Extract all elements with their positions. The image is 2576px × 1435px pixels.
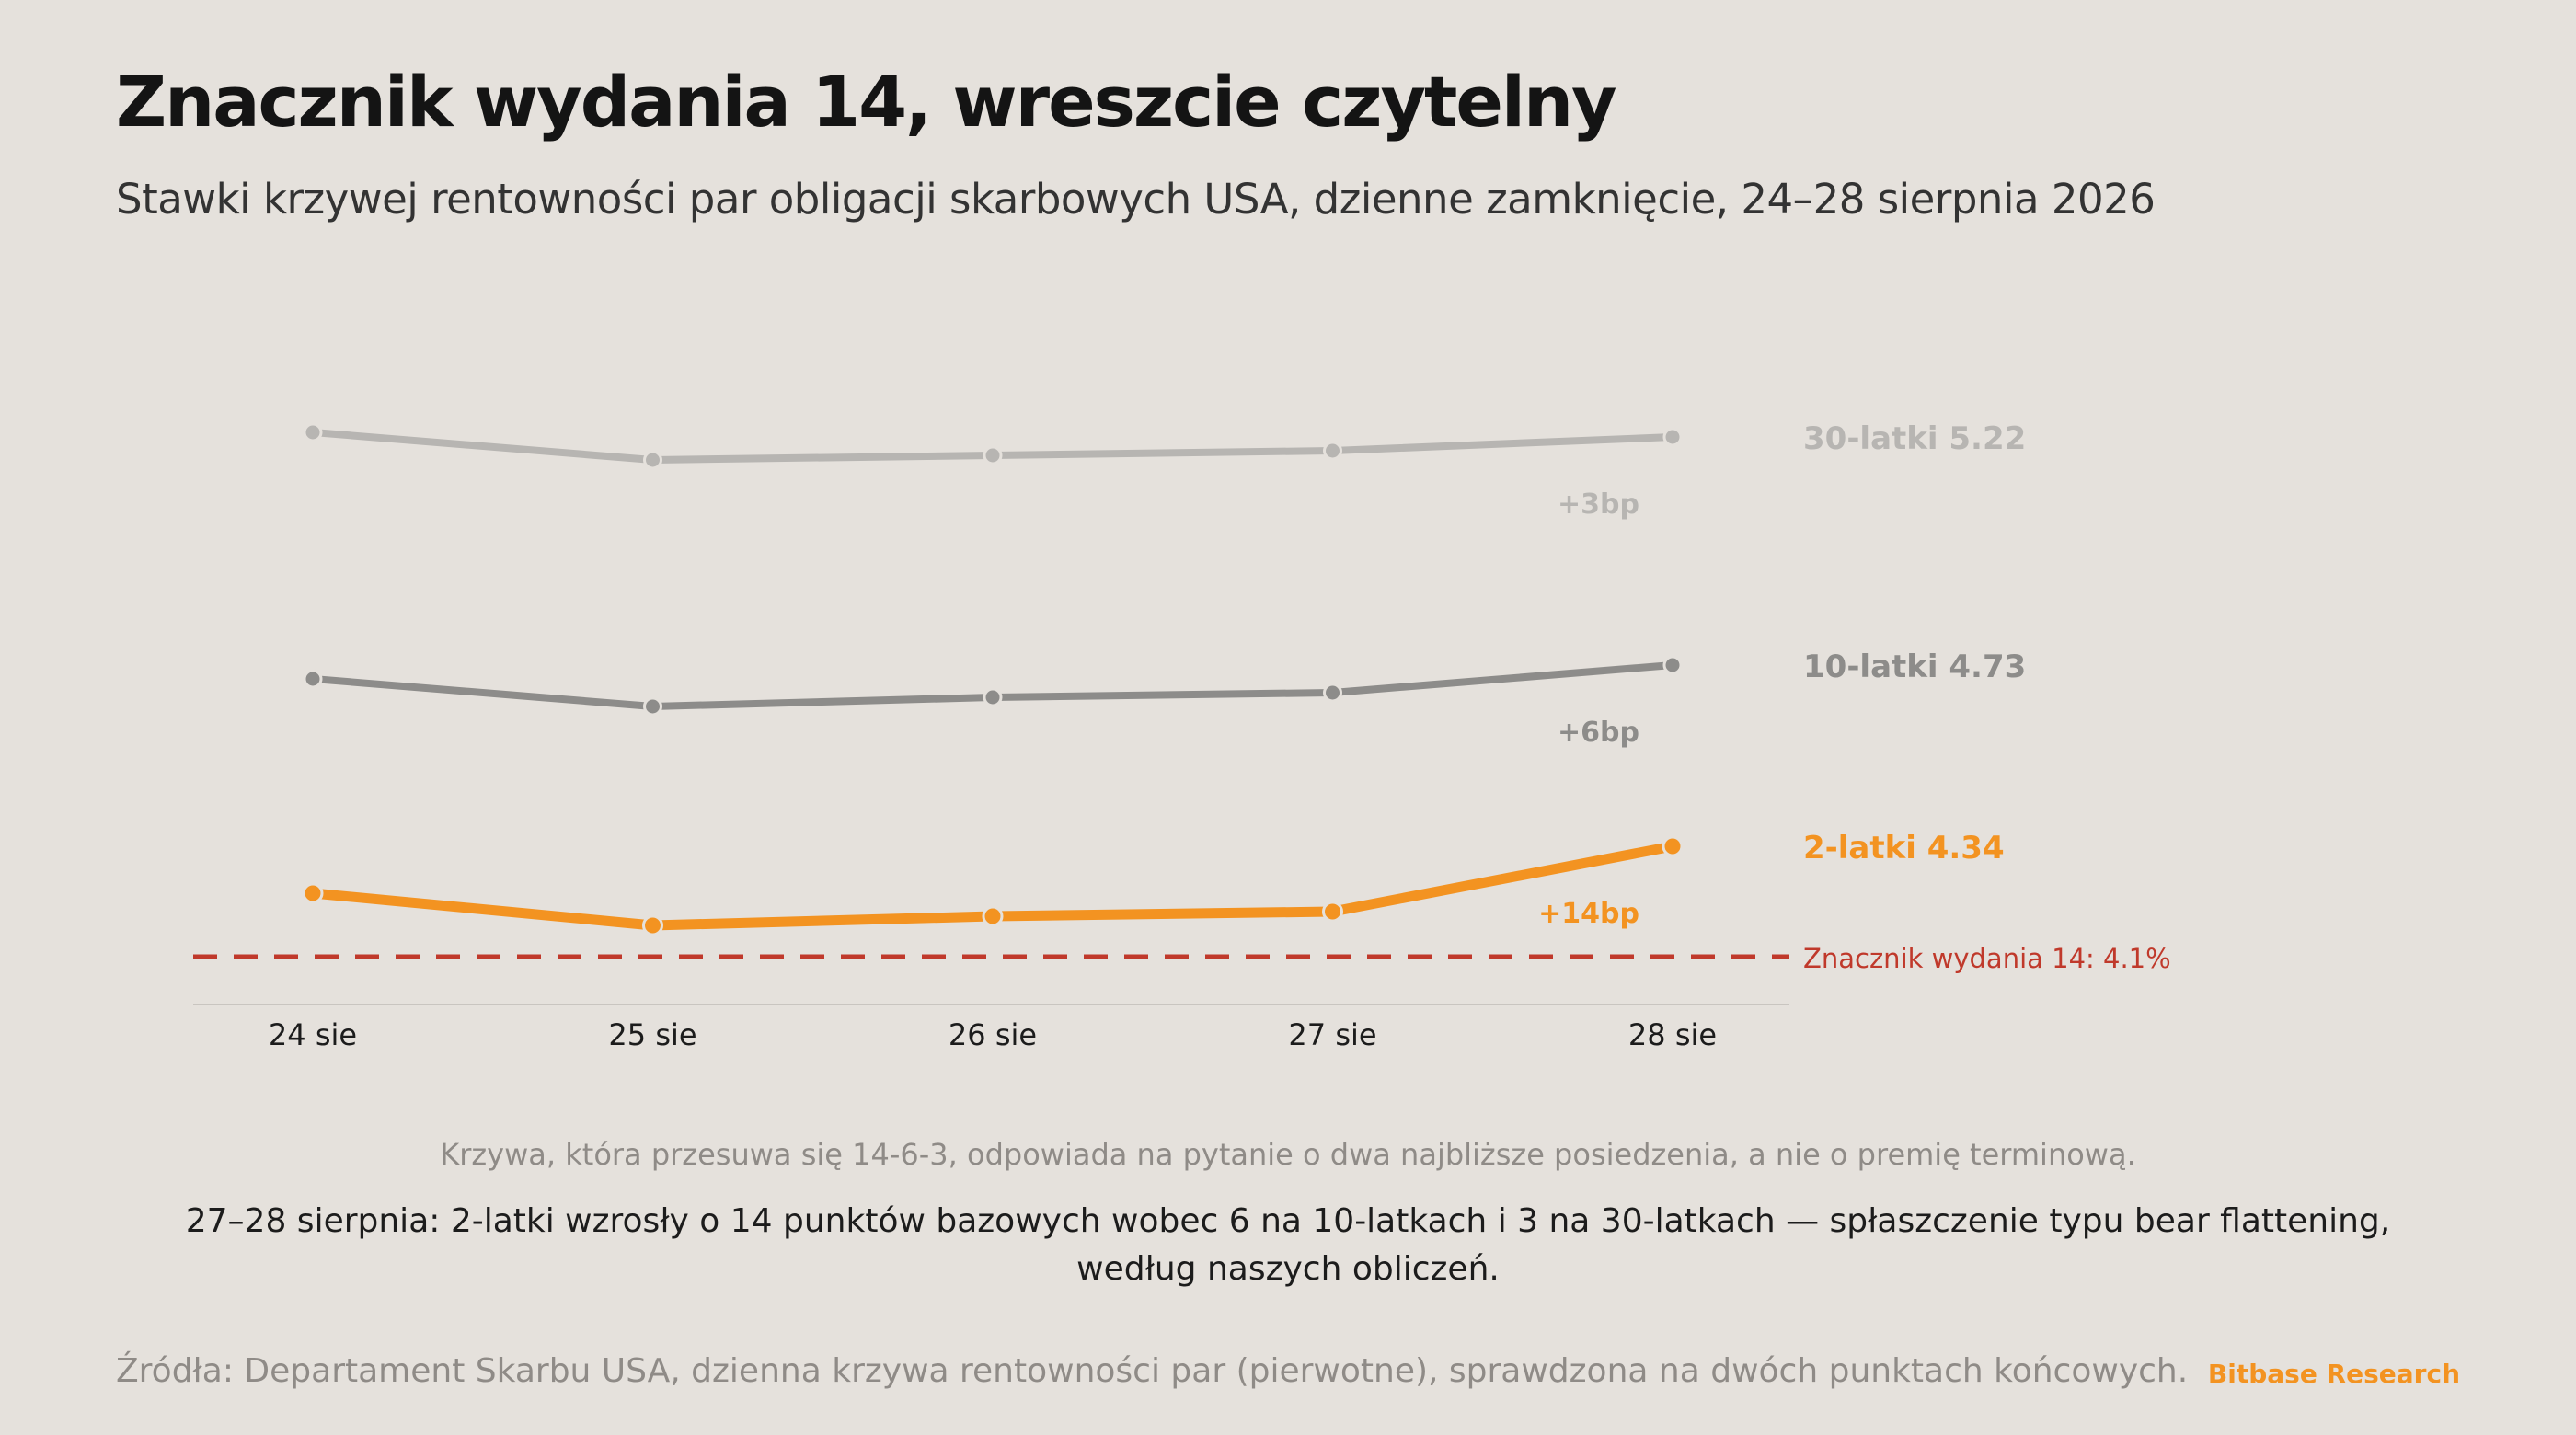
x-tick-label: 28 sie	[1628, 1017, 1717, 1052]
series-change-label: +3bp	[1558, 488, 1639, 521]
data-point	[1322, 901, 1343, 923]
series-change-label: +6bp	[1558, 717, 1639, 749]
series-layer	[302, 422, 1684, 936]
x-tick-label: 24 sie	[269, 1017, 357, 1052]
data-point	[1662, 655, 1683, 675]
brand-logo-text: Bitbase Research	[2207, 1359, 2460, 1389]
data-point	[303, 669, 323, 689]
chart-footnote: Krzywa, która przesuwa się 14-6-3, odpow…	[440, 1137, 2136, 1172]
source-note: Źródła: Departament Skarbu USA, dzienna …	[116, 1352, 2189, 1390]
data-point	[643, 450, 662, 470]
data-point	[1662, 835, 1684, 857]
reference-layer: Znacznik wydania 14: 4.1%	[193, 943, 2171, 974]
x-tick-label: 25 sie	[608, 1017, 696, 1052]
data-point	[983, 445, 1003, 465]
data-point	[643, 696, 662, 717]
x-tick-label: 26 sie	[949, 1017, 1037, 1052]
chart-subtitle: Stawki krzywej rentowności par obligacji…	[116, 175, 2156, 224]
x-axis: 24 sie 25 sie 26 sie 27 sie 28 sie	[193, 1004, 1789, 1052]
reference-line-label: Znacznik wydania 14: 4.1%	[1803, 943, 2171, 974]
chart-title: Znacznik wydania 14, wreszcie czytelny	[116, 61, 1617, 143]
series-end-label: 30-latki 5.22	[1803, 420, 2026, 457]
x-tick-label: 27 sie	[1288, 1017, 1376, 1052]
data-point	[1662, 427, 1683, 447]
chart-caption: 27–28 sierpnia: 2-latki wzrosły o 14 pun…	[185, 1202, 2391, 1288]
series-change-label: +14bp	[1538, 898, 1639, 930]
data-point	[1323, 683, 1342, 703]
data-point	[982, 905, 1004, 927]
data-point	[303, 422, 323, 442]
data-point	[302, 882, 324, 904]
series-end-label: 10-latki 4.73	[1803, 649, 2026, 685]
data-point	[642, 914, 663, 936]
label-layer: 30-latki 5.22 +3bp 10-latki 4.73 +6bp 2-latk…	[1538, 420, 2026, 930]
data-point	[1323, 441, 1342, 461]
data-point	[983, 687, 1003, 707]
series-end-label: 2-latki 4.34	[1803, 830, 2005, 867]
